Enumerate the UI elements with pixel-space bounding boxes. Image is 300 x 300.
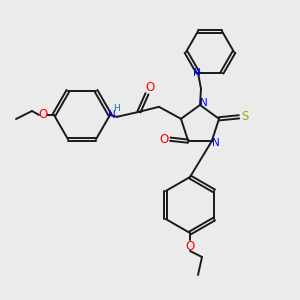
Text: O: O <box>185 239 195 253</box>
Text: N: N <box>193 68 201 78</box>
Text: N: N <box>108 110 116 120</box>
Text: S: S <box>241 110 249 123</box>
Text: O: O <box>146 81 154 94</box>
Text: O: O <box>38 109 48 122</box>
Text: N: N <box>200 98 208 108</box>
Text: O: O <box>160 133 169 146</box>
Text: N: N <box>212 138 220 148</box>
Text: H: H <box>114 104 120 113</box>
